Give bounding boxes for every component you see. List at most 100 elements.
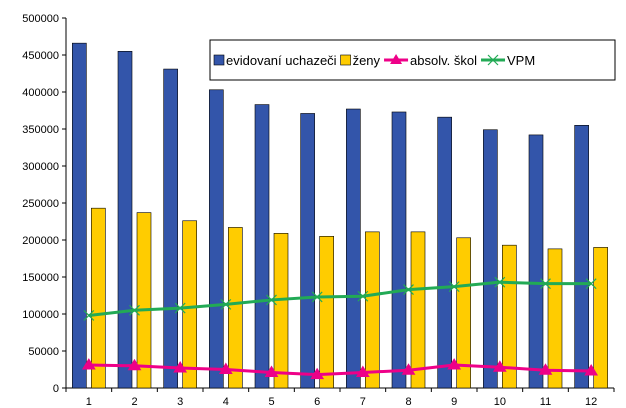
data-point [447, 358, 462, 370]
data-point [83, 310, 95, 321]
legend-swatch [340, 54, 351, 66]
y-tick-label: 200000 [22, 235, 59, 247]
x-tick-label: 10 [494, 396, 506, 408]
bar [136, 212, 152, 389]
marker-stroke [266, 294, 277, 306]
y-tick-label: 0 [53, 383, 59, 395]
data-point [127, 358, 142, 371]
bar [483, 129, 498, 389]
series-line [88, 363, 592, 377]
y-tick-label: 50000 [28, 346, 59, 358]
bar [182, 220, 197, 389]
data-point [129, 304, 140, 316]
legend-label: absolv. škol [410, 53, 477, 68]
data-point [264, 365, 279, 377]
y-tick-label: 400000 [22, 87, 59, 99]
bar [391, 111, 407, 389]
bar [574, 125, 589, 389]
legend-box [209, 39, 616, 81]
data-point [218, 362, 233, 374]
legend-marker [390, 54, 403, 64]
y-tick-label: 500000 [22, 13, 59, 25]
x-tick-label: 11 [540, 396, 551, 408]
x-tick-label: 4 [223, 396, 229, 408]
data-point [310, 367, 325, 380]
bar [300, 113, 315, 389]
data-point [448, 281, 460, 293]
bar [163, 68, 178, 389]
bar [72, 42, 87, 389]
data-point [173, 361, 188, 373]
bar [319, 236, 334, 389]
data-point [492, 360, 507, 372]
data-point [220, 298, 232, 310]
legend-item: VPM [481, 53, 535, 68]
marker-stroke [357, 290, 369, 302]
data-point [81, 358, 96, 370]
data-point [403, 284, 414, 296]
bar [209, 89, 224, 389]
data-point [401, 363, 416, 375]
marker-stroke [129, 304, 140, 316]
y-tick-label: 350000 [22, 124, 59, 136]
bar [273, 233, 289, 389]
marker-stroke [540, 278, 551, 290]
legend: evidovaní uchazeči ženy absolv. škol VPM [209, 39, 616, 81]
data-point [266, 294, 277, 306]
data-point [357, 290, 369, 302]
x-tick-label: 5 [268, 396, 274, 408]
marker-stroke [174, 302, 186, 314]
marker-stroke [403, 284, 414, 296]
legend-item: evidovaní uchazeči [213, 53, 337, 68]
data-point [494, 276, 506, 288]
y-tick-label: 300000 [22, 161, 59, 173]
bar [254, 104, 270, 389]
x-tick-label: 6 [314, 396, 320, 408]
legend-item: ženy [340, 53, 381, 68]
bar [437, 116, 452, 389]
data-point [538, 363, 553, 375]
series-line [88, 280, 592, 317]
data-point [355, 365, 370, 377]
x-tick-label: 9 [451, 396, 457, 408]
bar [346, 108, 361, 389]
x-tick-label: 3 [177, 396, 183, 408]
bars [72, 42, 608, 389]
legend-swatch [213, 54, 225, 66]
bar [117, 50, 133, 389]
y-tick-label: 450000 [22, 50, 59, 62]
data-point [584, 364, 599, 376]
bar [456, 237, 471, 389]
y-tick-label: 150000 [22, 272, 59, 284]
x-tick-label: 8 [405, 396, 411, 408]
legend-label: evidovaní uchazeči [226, 53, 337, 68]
bar [528, 134, 544, 389]
marker-stroke [311, 291, 323, 303]
data-point [585, 278, 597, 290]
x-tick-label: 7 [360, 396, 366, 408]
legend-marker [487, 54, 499, 66]
marker-stroke [494, 276, 506, 288]
bar [365, 231, 380, 389]
x-tick-label: 2 [131, 396, 137, 408]
y-tick-label: 250000 [22, 198, 59, 210]
legend-label: VPM [507, 53, 535, 68]
lines [81, 276, 599, 380]
bar [547, 248, 563, 389]
axes: 0 50000 100000 150000 200000 250000 300000 3500… [22, 13, 615, 395]
data-point [311, 291, 323, 303]
x-tick-label: 1 [86, 396, 92, 408]
bar [593, 247, 608, 389]
marker-stroke [83, 310, 95, 321]
bar [410, 231, 426, 389]
marker-stroke [448, 281, 460, 293]
marker-stroke [220, 298, 232, 310]
bar [91, 207, 106, 389]
data-point [540, 278, 551, 290]
legend-item: absolv. škol [384, 53, 477, 68]
bar [228, 227, 243, 389]
x-tick-labels: 1 2 3 4 5 6 7 8 9 10 11 12 [86, 396, 598, 408]
legend-label: ženy [353, 53, 381, 68]
x-tick-label: 12 [585, 396, 597, 408]
